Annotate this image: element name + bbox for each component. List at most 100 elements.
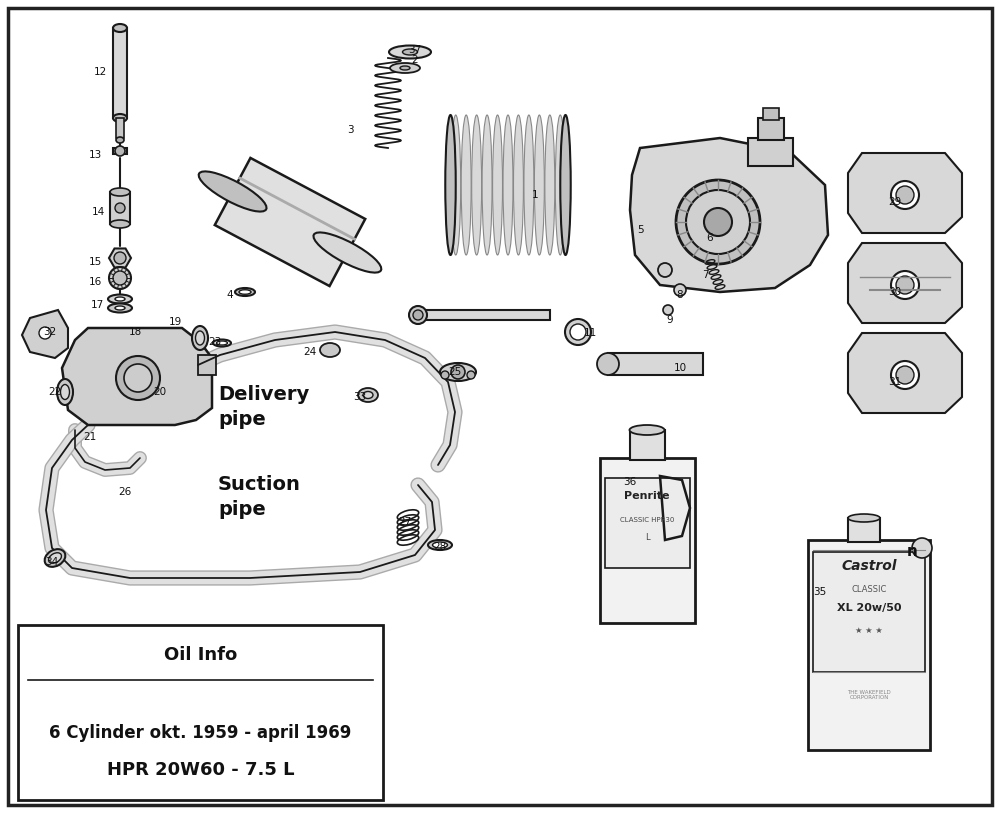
Ellipse shape — [389, 46, 431, 59]
Ellipse shape — [524, 115, 534, 255]
Ellipse shape — [196, 331, 205, 345]
Ellipse shape — [235, 288, 255, 296]
Ellipse shape — [108, 294, 132, 303]
Ellipse shape — [358, 388, 378, 402]
Circle shape — [39, 327, 51, 339]
Circle shape — [109, 267, 131, 289]
Polygon shape — [630, 138, 828, 292]
Ellipse shape — [199, 172, 267, 211]
Circle shape — [467, 371, 475, 379]
Ellipse shape — [313, 233, 381, 272]
Ellipse shape — [113, 24, 127, 32]
Text: 9: 9 — [667, 315, 673, 325]
Ellipse shape — [461, 115, 471, 255]
Text: 36: 36 — [623, 477, 637, 487]
Bar — [605, 478, 690, 568]
Text: 12: 12 — [93, 67, 107, 77]
Ellipse shape — [239, 289, 251, 294]
Circle shape — [116, 356, 160, 400]
Ellipse shape — [513, 115, 523, 255]
Bar — [630, 430, 665, 460]
Bar — [198, 355, 216, 375]
Ellipse shape — [440, 363, 476, 381]
Ellipse shape — [45, 549, 65, 567]
Text: 4: 4 — [227, 290, 233, 300]
Text: 31: 31 — [888, 377, 902, 387]
Text: 8: 8 — [677, 290, 683, 300]
Circle shape — [451, 365, 465, 379]
Ellipse shape — [432, 542, 448, 548]
Text: 6 Cylinder okt. 1959 - april 1969: 6 Cylinder okt. 1959 - april 1969 — [49, 724, 352, 742]
Text: Penrite: Penrite — [624, 491, 670, 501]
Text: 21: 21 — [83, 432, 97, 442]
Text: HPR 20W60 - 7.5 L: HPR 20W60 - 7.5 L — [107, 761, 294, 779]
Circle shape — [570, 324, 586, 340]
Text: 23: 23 — [208, 337, 222, 347]
Bar — [116, 118, 124, 138]
Bar — [415, 310, 550, 320]
Text: 18: 18 — [128, 327, 142, 337]
Text: 14: 14 — [91, 207, 105, 217]
Text: CLASSIC: CLASSIC — [851, 585, 887, 594]
Text: L: L — [645, 533, 649, 542]
Text: Suction
pipe: Suction pipe — [218, 475, 301, 519]
Text: Castrol: Castrol — [841, 559, 897, 573]
Text: 13: 13 — [88, 150, 102, 160]
Ellipse shape — [49, 553, 61, 563]
Circle shape — [663, 305, 673, 315]
Text: THE WAKEFIELD
CORPORATION: THE WAKEFIELD CORPORATION — [847, 689, 891, 701]
Text: 27: 27 — [398, 517, 412, 527]
Ellipse shape — [482, 115, 492, 255]
Bar — [113, 148, 127, 154]
Text: 30: 30 — [888, 287, 902, 297]
Ellipse shape — [493, 115, 503, 255]
Ellipse shape — [57, 379, 73, 405]
Circle shape — [896, 366, 914, 384]
Ellipse shape — [110, 188, 130, 196]
Text: 33: 33 — [353, 392, 367, 402]
Text: 24: 24 — [303, 347, 317, 357]
Text: 15: 15 — [88, 257, 102, 267]
Ellipse shape — [402, 49, 418, 55]
Ellipse shape — [630, 425, 664, 435]
Text: 25: 25 — [448, 367, 462, 377]
Text: 37: 37 — [408, 45, 422, 55]
Circle shape — [704, 208, 732, 236]
Text: 28: 28 — [433, 542, 447, 552]
Polygon shape — [848, 333, 962, 413]
Bar — [763, 108, 779, 120]
Text: ★ ★ ★: ★ ★ ★ — [855, 625, 883, 634]
Circle shape — [891, 271, 919, 299]
Circle shape — [912, 538, 932, 558]
Ellipse shape — [409, 306, 427, 324]
Bar — [600, 458, 695, 623]
Circle shape — [565, 319, 591, 345]
Bar — [748, 138, 793, 166]
Polygon shape — [215, 158, 365, 286]
Bar — [848, 518, 880, 542]
Text: 10: 10 — [673, 363, 687, 373]
Text: Delivery
pipe: Delivery pipe — [218, 385, 309, 429]
Ellipse shape — [445, 115, 456, 255]
Text: 1: 1 — [532, 190, 538, 200]
Ellipse shape — [597, 353, 619, 375]
Ellipse shape — [400, 66, 410, 70]
Ellipse shape — [413, 310, 423, 320]
Text: 29: 29 — [888, 197, 902, 207]
Circle shape — [676, 180, 760, 264]
Text: CLASSIC HPR30: CLASSIC HPR30 — [620, 517, 674, 523]
Ellipse shape — [320, 343, 340, 357]
Circle shape — [658, 263, 672, 277]
Circle shape — [113, 271, 127, 285]
Ellipse shape — [451, 115, 461, 255]
Ellipse shape — [115, 297, 125, 301]
Polygon shape — [62, 328, 212, 425]
Bar — [18, 625, 383, 800]
Ellipse shape — [503, 115, 513, 255]
Circle shape — [686, 190, 750, 254]
Circle shape — [896, 186, 914, 204]
Text: XL 20w/50: XL 20w/50 — [837, 603, 901, 613]
Circle shape — [115, 203, 125, 213]
Ellipse shape — [390, 63, 420, 73]
Bar — [808, 540, 930, 750]
